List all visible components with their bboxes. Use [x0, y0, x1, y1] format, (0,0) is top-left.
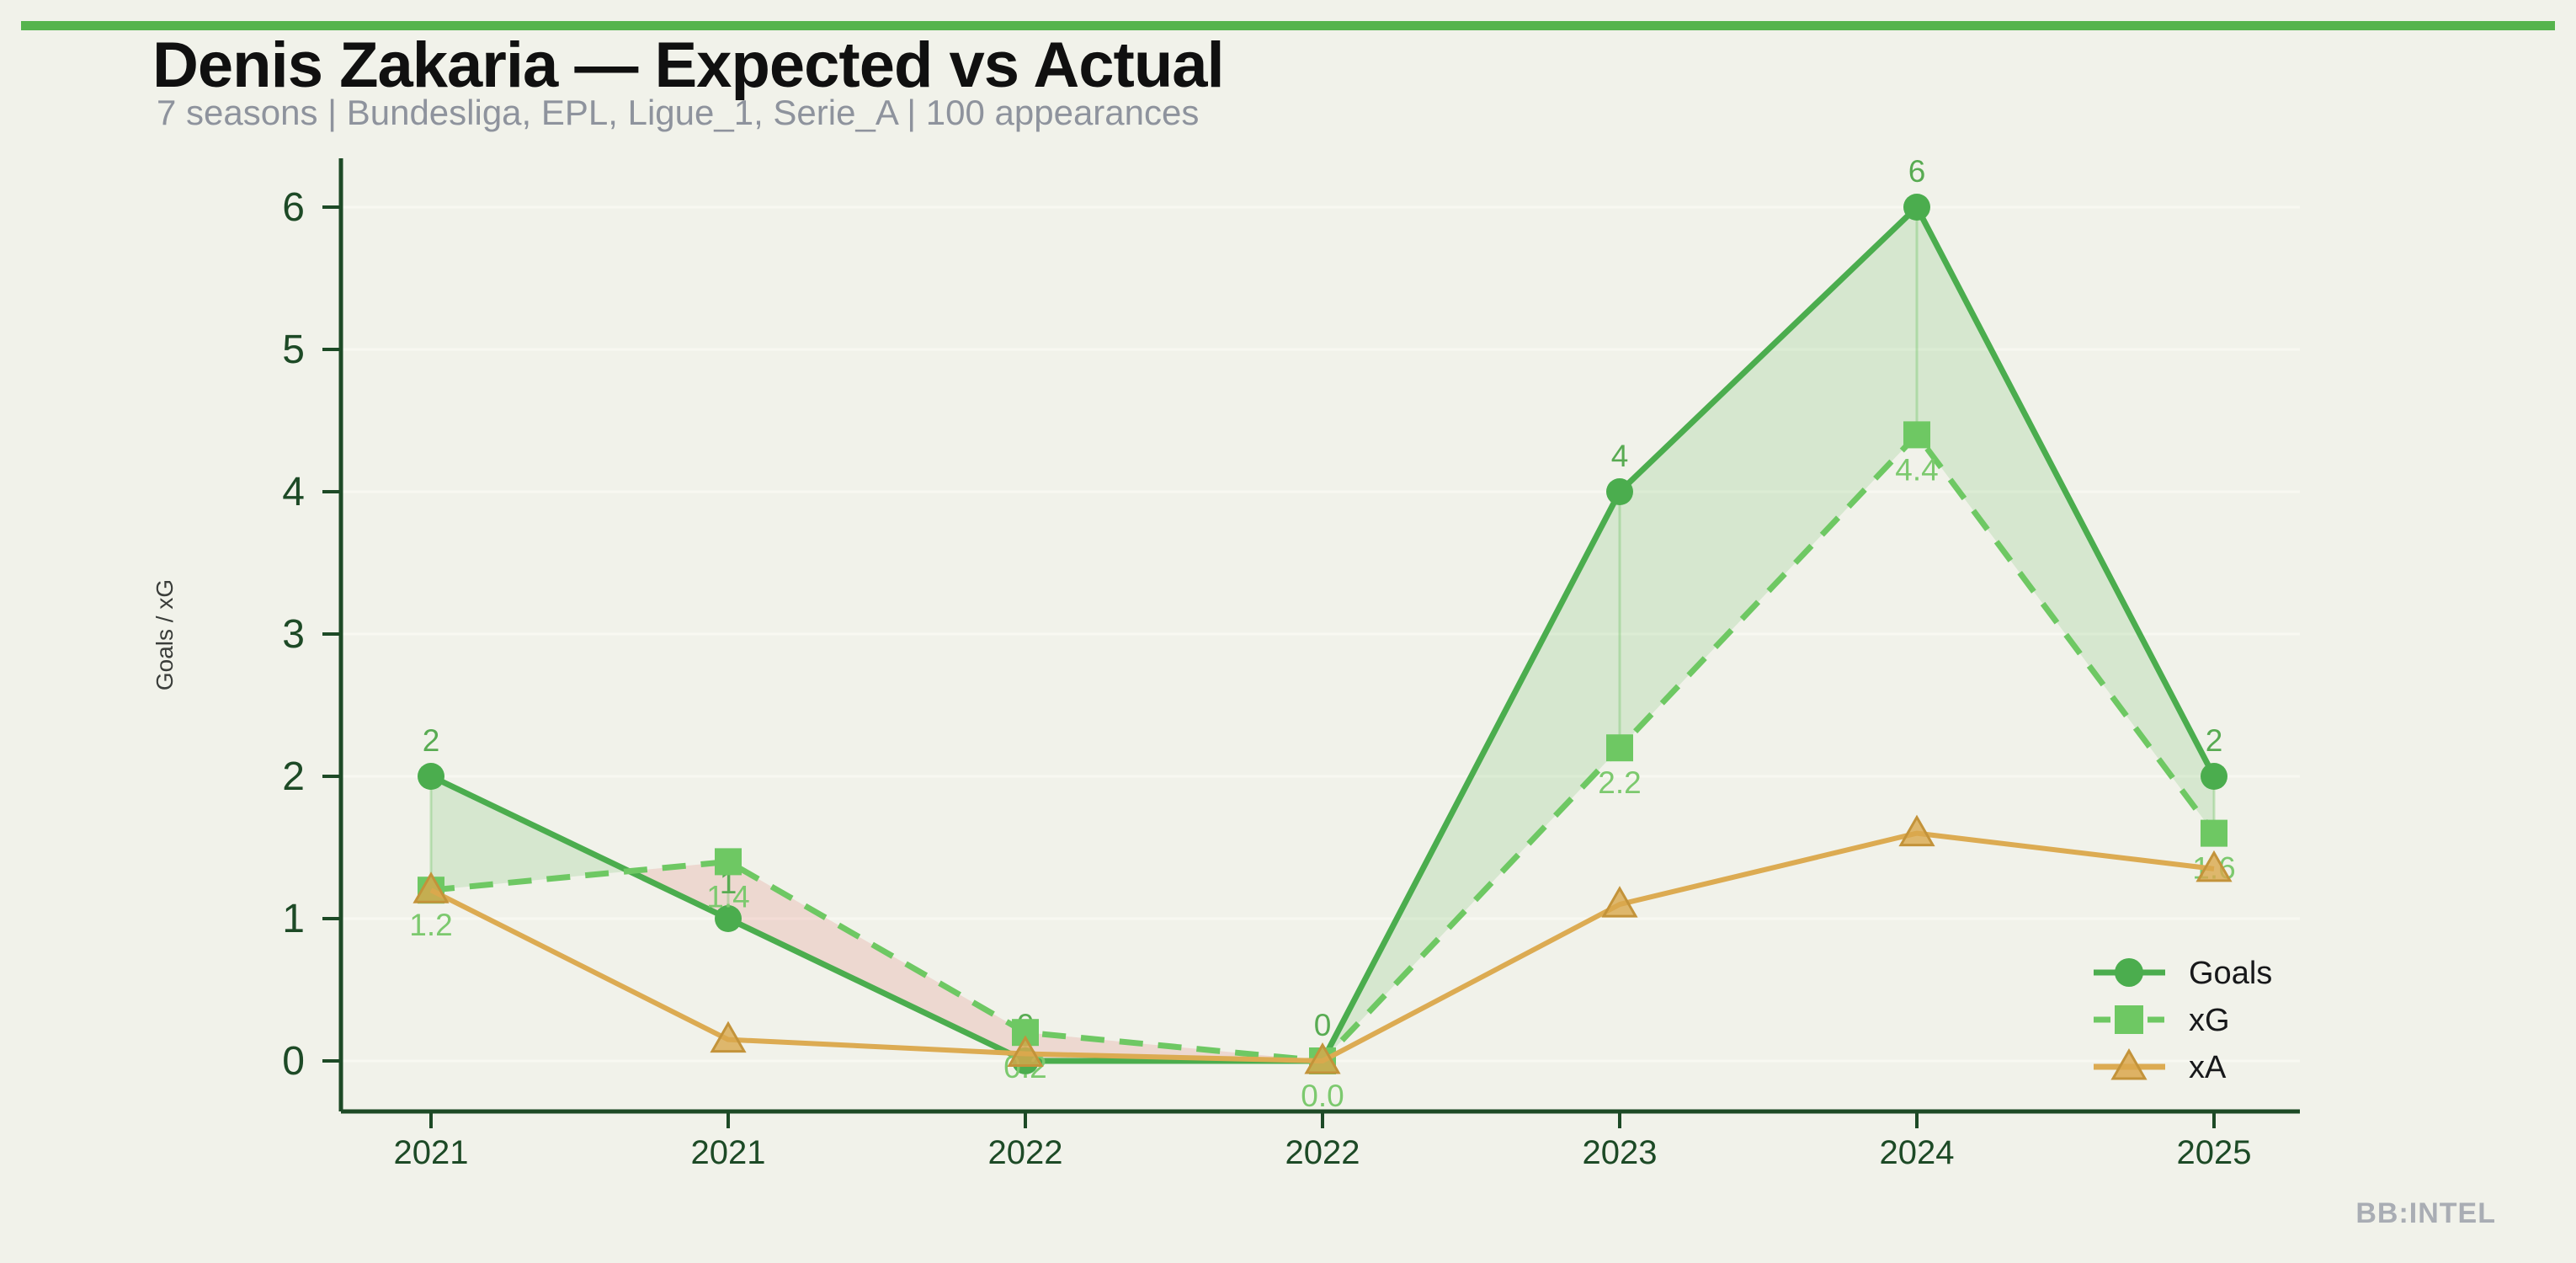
legend-goals-marker [2115, 958, 2143, 987]
y-tick-label-5: 5 [282, 328, 305, 372]
series-goals-value-label-5: 6 [1908, 154, 1926, 189]
series-goals-marker-4 [1606, 478, 1633, 505]
y-tick-label-6: 6 [282, 185, 305, 230]
series-xa-marker-0 [412, 871, 450, 903]
series-xg-value-label-0: 1.2 [409, 908, 452, 942]
legend-goals-label: Goals [2189, 956, 2272, 991]
series-xa-marker-1 [710, 1021, 747, 1053]
series-goals-marker-5 [1903, 194, 1930, 221]
series-goals-marker-6 [2201, 763, 2227, 790]
fill-overperformance-2 [1329, 207, 2214, 1053]
series-xa-marker-2 [1007, 1035, 1044, 1068]
series-xg-line [430, 431, 2217, 1064]
series-xa-marker-6 [2195, 850, 2233, 882]
y-tick-label-1: 1 [282, 897, 305, 941]
series-goals-value-label-0: 2 [423, 723, 440, 758]
y-axis-title: Goals / xG [152, 579, 178, 690]
series-xg-value-label-3: 0.0 [1301, 1079, 1344, 1113]
x-tick-label-5: 2024 [1880, 1134, 1955, 1171]
series-goals-value-label-4: 4 [1611, 439, 1629, 473]
series-xg-marker-1 [715, 848, 742, 876]
x-tick-label-4: 2023 [1583, 1134, 1658, 1171]
series-xg-marker-6 [2201, 819, 2227, 847]
x-tick-label-6: 2025 [2177, 1134, 2252, 1171]
series-xa-marker-3 [1304, 1042, 1341, 1074]
fill-underperformance-1 [631, 861, 1323, 1061]
y-tick-label-4: 4 [282, 470, 305, 514]
series-xg-value-label-1: 1.4 [706, 879, 749, 914]
series-goals-marker-0 [418, 763, 444, 790]
series-goals-marker-1 [715, 905, 742, 932]
watermark: BB:INTEL [2355, 1197, 2496, 1229]
y-tick-label-3: 3 [282, 612, 305, 657]
series-xa-marker-4 [1601, 886, 1638, 918]
legend-xg-label: xG [2189, 1003, 2230, 1038]
legend-xa-label: xA [2189, 1050, 2227, 1085]
fill-overperformance-0 [431, 776, 632, 891]
series-xa-marker-5 [1898, 814, 1935, 847]
x-tick-label-0: 2021 [394, 1134, 469, 1171]
series-goals-value-label-6: 2 [2206, 723, 2223, 758]
series-xg-marker-4 [1606, 734, 1633, 762]
legend-xg-marker [2115, 1005, 2143, 1034]
series-xg-value-label-4: 2.2 [1598, 765, 1641, 800]
series-goals-value-label-3: 0 [1314, 1008, 1332, 1042]
y-tick-label-2: 2 [282, 754, 305, 799]
page-title: Denis Zakaria — Expected vs Actual [152, 29, 1225, 101]
top-accent-bar [21, 21, 2555, 30]
legend-xa-marker [2110, 1047, 2148, 1080]
x-tick-label-1: 2021 [691, 1134, 766, 1171]
series-xg-value-label-5: 4.4 [1895, 452, 1938, 487]
series-xg-marker-5 [1903, 421, 1930, 449]
x-tick-label-3: 2022 [1285, 1134, 1360, 1171]
page-subtitle: 7 seasons | Bundesliga, EPL, Ligue_1, Se… [157, 93, 1200, 132]
y-tick-label-0: 0 [282, 1039, 305, 1084]
x-tick-label-2: 2022 [988, 1134, 1063, 1171]
